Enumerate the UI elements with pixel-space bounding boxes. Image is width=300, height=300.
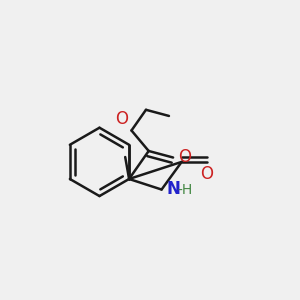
Text: N: N bbox=[167, 180, 181, 198]
Text: -H: -H bbox=[177, 183, 192, 197]
Text: O: O bbox=[115, 110, 128, 128]
Text: O: O bbox=[178, 148, 191, 166]
Text: O: O bbox=[200, 166, 213, 184]
